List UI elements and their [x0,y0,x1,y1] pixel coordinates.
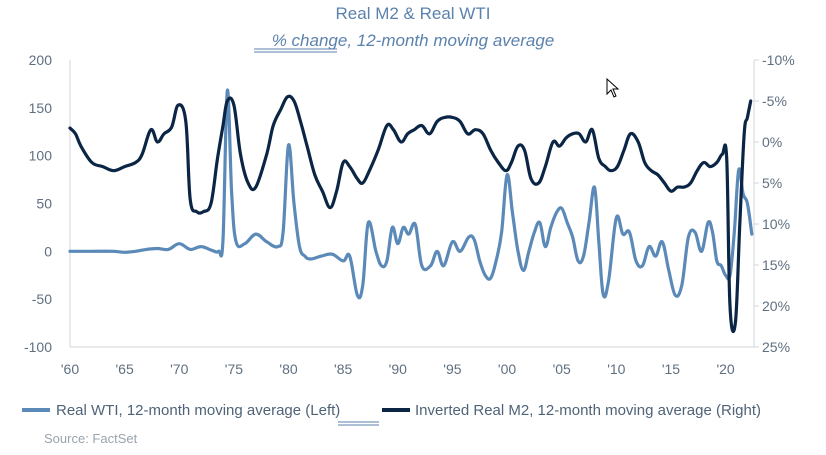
right-tick-label: -5% [762,93,787,109]
x-tick-label: '80 [279,361,297,377]
left-tick-label: 100 [29,148,53,164]
x-tick-label: '00 [498,361,516,377]
chart-subtitle: % change, 12-month moving average [272,31,555,50]
right-axis-ticks: -10% -5% 0% 5% 10% 15% 20% 25% [754,52,795,355]
x-tick-label: '90 [389,361,407,377]
x-tick-label: '95 [443,361,461,377]
x-tick-label: '10 [607,361,625,377]
x-axis-ticks: '60 '65 '70 '75 '80 '85 '90 '95 '00 '05 '10 '15 '20 [61,361,735,377]
right-tick-label: 10% [762,216,790,232]
x-tick-label: '70 [170,361,188,377]
left-tick-label: 200 [29,52,53,68]
x-tick-label: '85 [334,361,352,377]
right-tick-label: 25% [762,339,790,355]
left-tick-label: -100 [24,339,52,355]
right-tick-label: 5% [762,175,782,191]
x-tick-label: '75 [225,361,243,377]
right-tick-label: 15% [762,257,790,273]
x-tick-label: '15 [662,361,680,377]
legend: Real WTI, 12-month moving average (Left)… [22,402,761,426]
mouse-cursor-icon [606,78,620,98]
left-tick-label: 0 [44,243,52,259]
legend-label-wti: Real WTI, 12-month moving average (Left) [56,402,340,419]
x-tick-label: '20 [716,361,734,377]
left-axis-ticks: 200 150 100 50 0 -50 -100 [24,52,52,355]
source-note: Source: FactSet [44,431,138,446]
x-tick-label: '65 [116,361,134,377]
left-tick-label: 50 [36,196,52,212]
right-tick-label: -10% [762,52,795,68]
chart-title: Real M2 & Real WTI [336,4,491,23]
right-tick-label: 20% [762,298,790,314]
left-tick-label: 150 [29,100,53,116]
left-tick-label: -50 [32,291,52,307]
series-line-m2 [68,94,753,334]
legend-label-m2: Inverted Real M2, 12-month moving averag… [415,402,761,419]
series-layer [68,88,754,334]
series-line-wti [68,88,754,300]
x-tick-label: '60 [61,361,79,377]
right-tick-label: 0% [762,134,782,150]
x-tick-label: '05 [553,361,571,377]
axes [69,60,755,348]
